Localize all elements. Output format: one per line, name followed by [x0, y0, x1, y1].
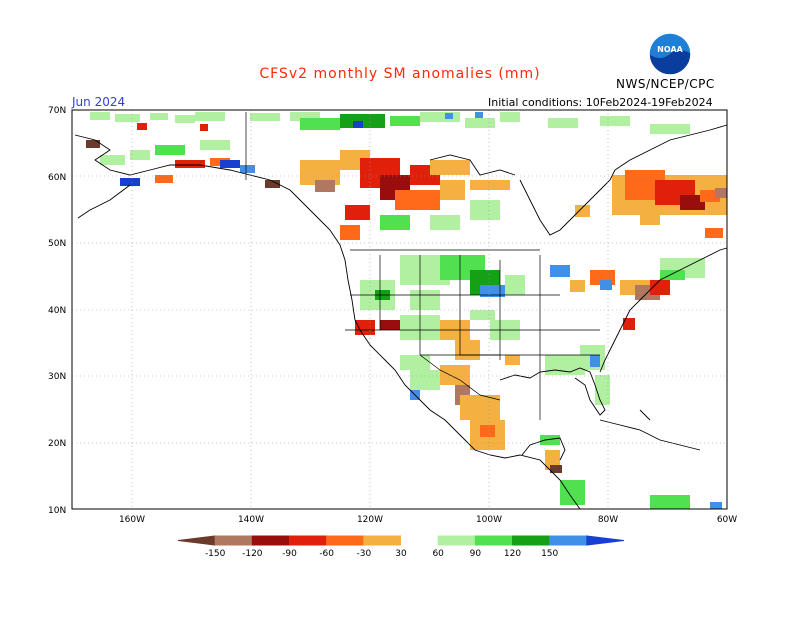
legend-swatch [289, 535, 328, 546]
legend-label: 60 [432, 549, 444, 559]
lon-label: 60W [717, 515, 737, 525]
lon-label: 80W [598, 515, 618, 525]
lon-labels: 160W 140W 120W 100W 80W 60W [119, 515, 737, 525]
svg-text:NOAA: NOAA [657, 45, 683, 54]
legend-label: -30 [356, 549, 371, 559]
legend-label: 90 [470, 549, 482, 559]
legend-swatch [326, 535, 365, 546]
legend-swatch [363, 535, 402, 546]
legend-label: -120 [242, 549, 263, 559]
initial-conditions: Initial conditions: 10Feb2024-19Feb2024 [488, 96, 713, 109]
lat-label: 40N [48, 306, 66, 316]
legend-label: -150 [205, 549, 226, 559]
map-title: CFSv2 monthly SM anomalies (mm) [259, 66, 541, 82]
legend-swatch [401, 536, 439, 545]
anomaly-cells [86, 112, 727, 509]
legend-swatch [177, 535, 216, 546]
coastlines [74, 124, 728, 510]
legend-label: 30 [395, 549, 407, 559]
lat-label: 50N [48, 239, 66, 249]
lon-label: 120W [357, 515, 383, 525]
lon-label: 140W [238, 515, 264, 525]
legend-swatch [586, 535, 625, 546]
legend: -150 -120 -90 -60 -30 30 60 90 120 150 [177, 535, 625, 559]
lat-label: 30N [48, 372, 66, 382]
forecast-month: Jun 2024 [72, 95, 126, 109]
legend-label: -60 [319, 549, 334, 559]
legend-label: 120 [504, 549, 521, 559]
legend-label: 150 [541, 549, 558, 559]
legend-swatch [512, 535, 551, 546]
lat-label: 10N [48, 506, 66, 516]
lon-label: 100W [476, 515, 502, 525]
lat-label: 60N [48, 173, 66, 183]
graticule [72, 110, 727, 509]
lon-label: 160W [119, 515, 145, 525]
legend-swatch [549, 535, 588, 546]
lat-labels: 70N 60N 50N 40N 30N 20N 10N [48, 106, 66, 516]
legend-swatch [437, 535, 476, 546]
organization-label: NWS/NCEP/CPC [616, 77, 715, 91]
legend-label: -90 [282, 549, 297, 559]
map-frame [71, 109, 728, 510]
legend-swatch [474, 535, 514, 546]
lat-label: 70N [48, 106, 66, 116]
noaa-logo-icon: NOAA [648, 32, 692, 76]
legend-swatch [251, 535, 290, 546]
legend-swatch [214, 535, 253, 546]
borders [245, 112, 600, 420]
lat-label: 20N [48, 439, 66, 449]
